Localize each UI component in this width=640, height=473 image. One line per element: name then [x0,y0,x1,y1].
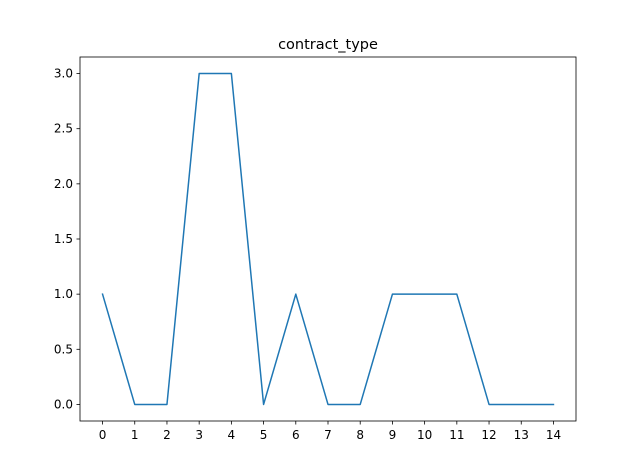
y-tick-label: 2.0 [54,177,73,191]
x-tick-label: 9 [389,428,397,442]
y-tick-label: 0.5 [54,342,73,356]
series-line [101,72,555,406]
x-tick-label: 8 [356,428,364,442]
y-tick-label: 1.5 [54,232,73,246]
x-tick-label: 13 [514,428,529,442]
x-axis: 0 1 2 3 4 5 6 7 8 9 10 11 12 13 14 [99,421,561,442]
x-tick-label: 6 [292,428,300,442]
x-tick-label: 10 [417,428,432,442]
y-tick-label: 1.0 [54,287,73,301]
x-tick-label: 0 [99,428,107,442]
x-tick-label: 3 [195,428,203,442]
x-tick-label: 1 [131,428,139,442]
y-tick-label: 0.0 [54,397,73,411]
x-tick-label: 11 [449,428,464,442]
y-axis: 0.0 0.5 1.0 1.5 2.0 2.5 3.0 [54,67,80,411]
chart-title: contract_type [278,37,378,53]
y-tick-label: 3.0 [54,67,73,81]
y-tick-label: 2.5 [54,122,73,136]
series-layer [101,72,555,406]
x-tick-label: 5 [260,428,268,442]
x-tick-label: 4 [228,428,236,442]
plot-area-frame [79,56,577,422]
x-tick-label: 14 [546,428,561,442]
x-tick-label: 7 [324,428,332,442]
x-tick-label: 12 [481,428,496,442]
x-tick-label: 2 [163,428,171,442]
